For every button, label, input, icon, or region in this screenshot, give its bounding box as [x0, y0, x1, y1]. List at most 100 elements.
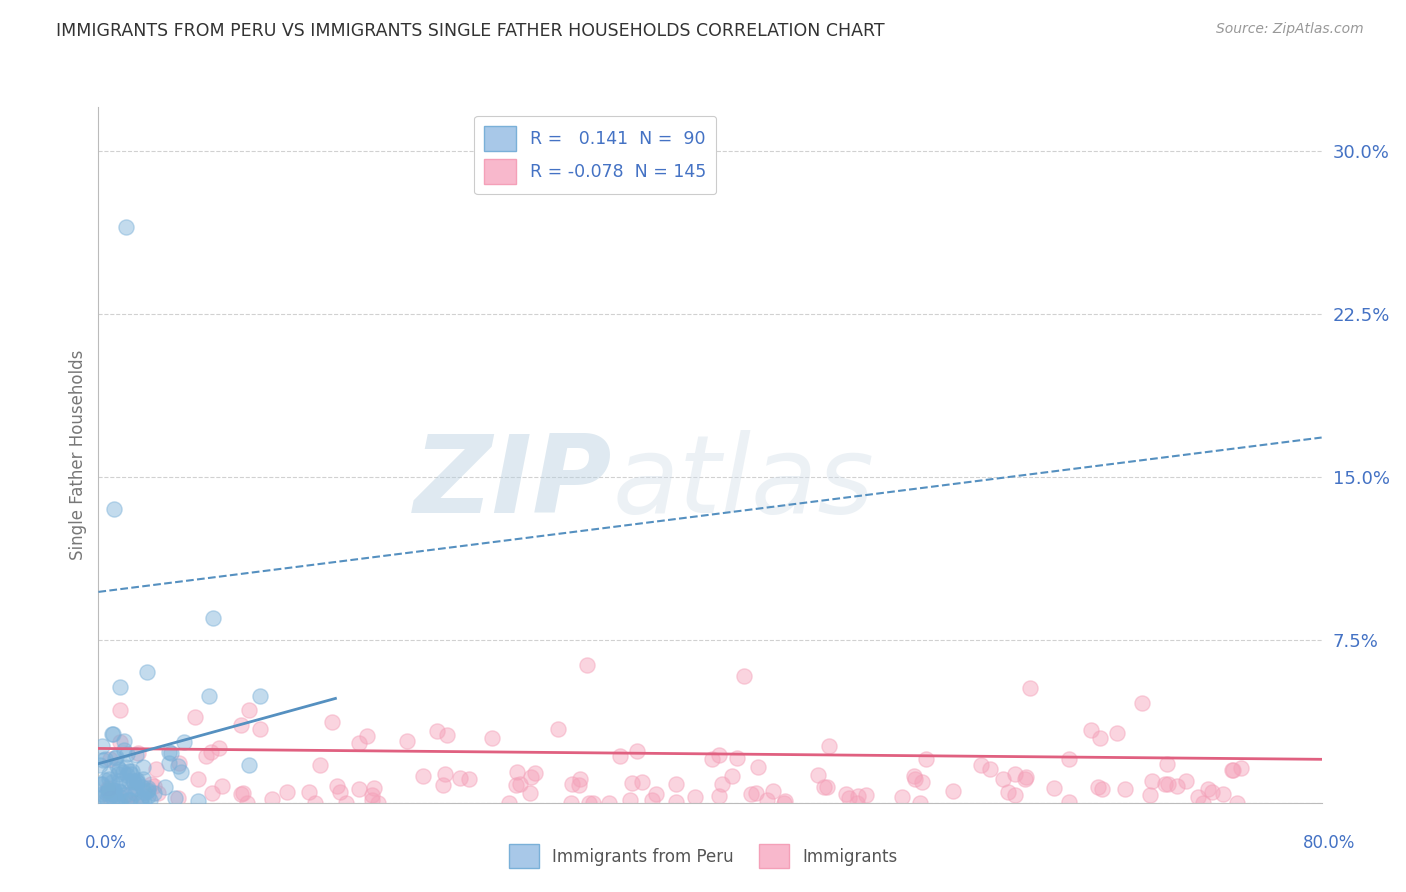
Point: [1004, 767, 1026, 781]
Point: [560, 796, 582, 810]
Point: [238, 703, 260, 717]
Point: [1043, 781, 1066, 796]
Point: [1166, 779, 1188, 793]
Point: [94, 772, 117, 787]
Point: [817, 739, 839, 753]
Point: [711, 777, 734, 791]
Point: [276, 785, 298, 799]
Point: [167, 756, 190, 771]
Point: [100, 786, 122, 800]
Point: [846, 789, 869, 804]
Point: [98, 751, 121, 765]
Point: [231, 718, 253, 732]
Point: [155, 780, 177, 794]
Point: [124, 786, 146, 800]
Point: [136, 784, 159, 798]
Point: [103, 782, 125, 797]
Point: [100, 774, 122, 789]
Point: [813, 780, 835, 795]
Point: [855, 788, 877, 802]
Point: [232, 786, 254, 800]
Point: [200, 745, 222, 759]
Point: [101, 787, 124, 801]
Point: [707, 747, 730, 762]
Point: [890, 789, 912, 804]
Point: [1057, 795, 1080, 809]
Point: [105, 759, 128, 773]
Point: [1226, 796, 1249, 810]
Point: [725, 750, 748, 764]
Point: [1080, 723, 1102, 738]
Point: [807, 768, 830, 782]
Point: [108, 784, 131, 798]
Point: [115, 794, 138, 808]
Point: [108, 777, 131, 791]
Point: [598, 796, 620, 810]
Point: [1212, 787, 1234, 801]
Point: [104, 749, 127, 764]
Point: [260, 792, 283, 806]
Point: [367, 796, 389, 810]
Point: [1088, 731, 1111, 745]
Point: [846, 796, 869, 810]
Point: [1014, 770, 1036, 784]
Text: ZIP: ZIP: [413, 430, 612, 536]
Point: [426, 724, 449, 739]
Point: [125, 774, 148, 789]
Point: [197, 689, 219, 703]
Point: [335, 796, 357, 810]
Point: [626, 744, 648, 758]
Point: [211, 779, 233, 793]
Point: [117, 767, 139, 781]
Point: [235, 796, 257, 810]
Text: 80.0%: 80.0%: [1302, 834, 1355, 852]
Point: [1140, 774, 1163, 789]
Point: [118, 793, 141, 807]
Point: [125, 774, 148, 789]
Point: [762, 784, 785, 798]
Point: [157, 745, 180, 759]
Point: [745, 786, 768, 800]
Point: [1114, 782, 1136, 797]
Point: [108, 762, 131, 776]
Point: [395, 734, 418, 748]
Point: [740, 787, 762, 801]
Point: [101, 727, 124, 741]
Point: [506, 764, 529, 779]
Point: [1139, 788, 1161, 802]
Point: [136, 780, 159, 795]
Point: [103, 502, 125, 516]
Point: [1105, 726, 1128, 740]
Point: [432, 779, 454, 793]
Point: [98, 791, 121, 805]
Point: [519, 771, 541, 785]
Point: [326, 779, 349, 793]
Point: [721, 769, 744, 783]
Point: [170, 764, 193, 779]
Point: [970, 758, 993, 772]
Point: [194, 749, 217, 764]
Point: [979, 762, 1001, 776]
Point: [110, 735, 132, 749]
Point: [142, 786, 165, 800]
Point: [125, 780, 148, 795]
Point: [1091, 782, 1114, 797]
Point: [94, 752, 117, 766]
Point: [1197, 781, 1219, 796]
Point: [89, 758, 111, 772]
Point: [436, 728, 458, 742]
Point: [129, 795, 152, 809]
Point: [1229, 761, 1251, 775]
Point: [96, 793, 118, 807]
Point: [97, 783, 120, 797]
Point: [146, 786, 169, 800]
Point: [114, 788, 136, 802]
Point: [1153, 777, 1175, 791]
Point: [97, 782, 120, 797]
Point: [118, 773, 141, 788]
Point: [136, 665, 159, 680]
Point: [125, 773, 148, 788]
Point: [127, 747, 149, 761]
Point: [1192, 796, 1215, 810]
Point: [1004, 789, 1026, 803]
